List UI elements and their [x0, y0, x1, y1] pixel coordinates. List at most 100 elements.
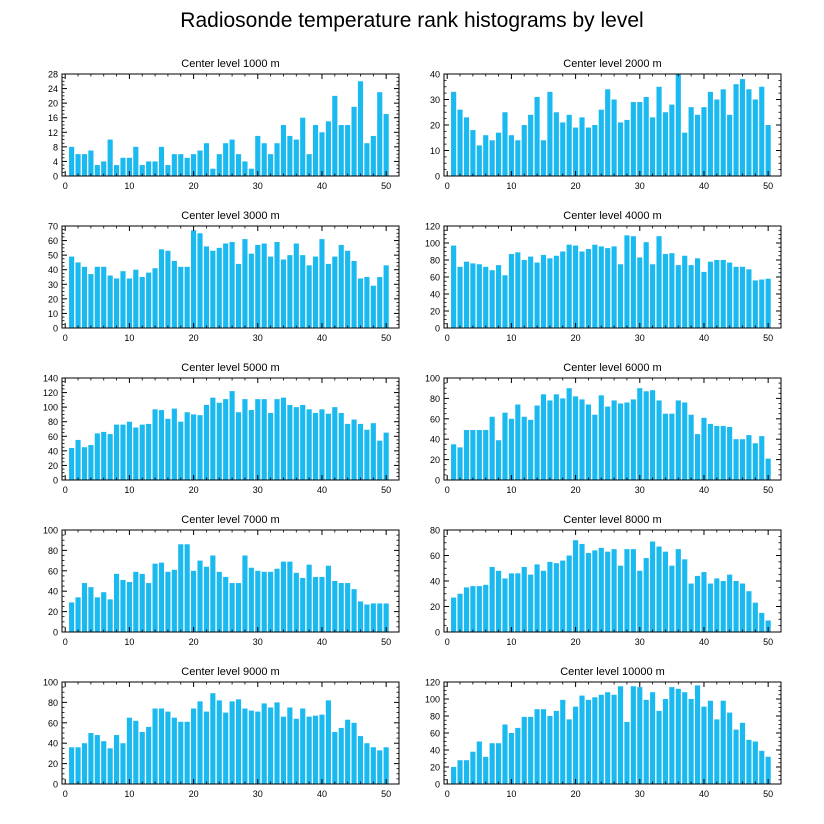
bar: [332, 256, 338, 328]
bar: [508, 254, 514, 328]
x-tick-label: 50: [763, 181, 773, 191]
bar: [720, 581, 726, 632]
bar: [229, 701, 235, 784]
bar: [139, 277, 145, 328]
bar: [332, 581, 338, 632]
bar: [637, 570, 643, 632]
panel-3: Center level 3000 m 0 10 20 30 40 50 60 70 0 10 20 3…: [48, 210, 400, 343]
y-tick-label: 20: [430, 307, 440, 317]
y-tick-label: 100: [425, 695, 440, 705]
bar: [357, 278, 364, 328]
y-tick-label: 30: [48, 280, 58, 290]
x-tick-label: 50: [381, 789, 391, 799]
bar: [502, 112, 508, 176]
panel-title: Center level 9000 m: [181, 666, 279, 678]
x-tick-label: 0: [445, 333, 450, 343]
bar: [248, 168, 254, 176]
bar: [171, 717, 177, 784]
bar: [521, 716, 527, 784]
bar: [364, 429, 370, 480]
bar: [300, 255, 306, 328]
bar: [197, 701, 203, 784]
bar: [319, 409, 325, 480]
bar: [133, 427, 139, 480]
bar: [325, 700, 331, 784]
bar: [714, 260, 720, 328]
bar: [120, 271, 126, 328]
bar: [470, 751, 476, 784]
bar: [752, 602, 758, 632]
bar: [255, 399, 261, 480]
y-tick-label: 120: [425, 678, 440, 688]
x-tick-label: 20: [189, 333, 199, 343]
bar: [88, 150, 94, 176]
bar: [88, 587, 94, 632]
bar: [133, 571, 139, 632]
bar: [746, 739, 752, 784]
bar: [630, 549, 636, 633]
bar: [139, 731, 145, 784]
bar: [75, 262, 81, 328]
bar: [165, 250, 171, 328]
bar: [210, 397, 216, 480]
bar: [101, 431, 107, 480]
panel-title: Center level 4000 m: [563, 210, 661, 222]
bar: [120, 424, 126, 480]
bar: [325, 413, 331, 480]
bar: [727, 262, 733, 328]
bar: [101, 592, 107, 632]
bar: [553, 255, 559, 328]
panel-1: Center level 1000 m 0 4 8 12 16 20 24 28 0 10 20 30 4…: [48, 58, 400, 191]
bar: [617, 403, 624, 480]
bar: [139, 424, 145, 480]
bar: [280, 561, 287, 632]
bar: [540, 254, 547, 328]
bar: [515, 404, 521, 480]
bar: [451, 444, 457, 480]
bar: [451, 597, 457, 632]
bar: [203, 404, 209, 480]
bar: [146, 583, 152, 632]
bar: [165, 711, 171, 784]
bar: [617, 565, 624, 632]
y-tick-label: 40: [48, 446, 58, 456]
bar: [235, 412, 242, 480]
bar: [521, 566, 527, 632]
bar: [643, 699, 649, 784]
bar: [312, 256, 319, 328]
bar: [120, 579, 126, 632]
y-tick-label: 8: [53, 142, 58, 152]
bar: [637, 257, 643, 328]
bar: [351, 106, 357, 176]
x-tick-label: 10: [124, 181, 134, 191]
panel-8: Center level 8000 m 0 20 40 60 80 0 10 20 30 40 50: [430, 514, 782, 647]
y-tick-label: 50: [48, 251, 58, 261]
y-tick-label: 120: [43, 388, 58, 398]
figure-title: Radiosonde temperature rank histograms b…: [180, 9, 644, 32]
y-tick-label: 40: [430, 746, 440, 756]
bar: [75, 154, 81, 176]
bar: [312, 125, 319, 176]
bar: [528, 574, 534, 633]
bar: [624, 235, 630, 328]
bar: [752, 741, 758, 784]
bar: [675, 688, 681, 784]
bar: [579, 695, 585, 784]
bar: [733, 439, 739, 480]
bar: [293, 243, 299, 328]
x-tick-label: 30: [253, 789, 263, 799]
bar: [547, 716, 553, 784]
bar: [451, 767, 457, 784]
y-tick-label: 20: [430, 121, 440, 131]
bar: [528, 716, 534, 784]
bar: [261, 399, 267, 480]
bar: [489, 743, 495, 784]
bar: [682, 402, 688, 480]
bar: [216, 571, 222, 632]
bar: [306, 409, 312, 480]
bar: [534, 405, 540, 480]
bar: [547, 561, 553, 633]
bar: [332, 407, 338, 480]
bar: [528, 114, 534, 176]
bar: [210, 168, 216, 176]
